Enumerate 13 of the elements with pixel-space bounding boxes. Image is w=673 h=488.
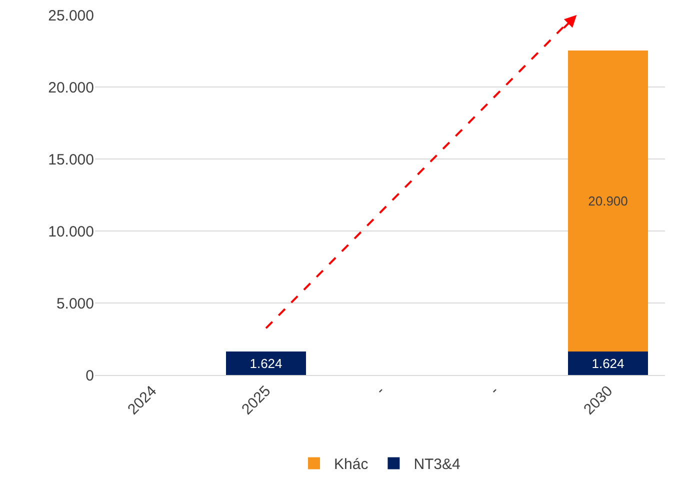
y-tick-label: 25.000 [48,7,94,24]
y-tick-label: 5.000 [56,295,94,312]
data-label: 1.624 [250,356,282,371]
y-tick-label: 20.000 [48,79,94,96]
legend-label: Khác [334,456,369,474]
y-tick-label: 0 [86,367,94,384]
y-tick-label: 15.000 [48,151,94,168]
data-label: 20.900 [588,194,628,209]
x-tick-label: - [372,382,388,398]
x-tick-label: - [486,382,502,398]
y-tick-label: 10.000 [48,223,94,240]
legend-label: NT3&4 [414,456,460,474]
data-label: 1.624 [592,356,624,371]
